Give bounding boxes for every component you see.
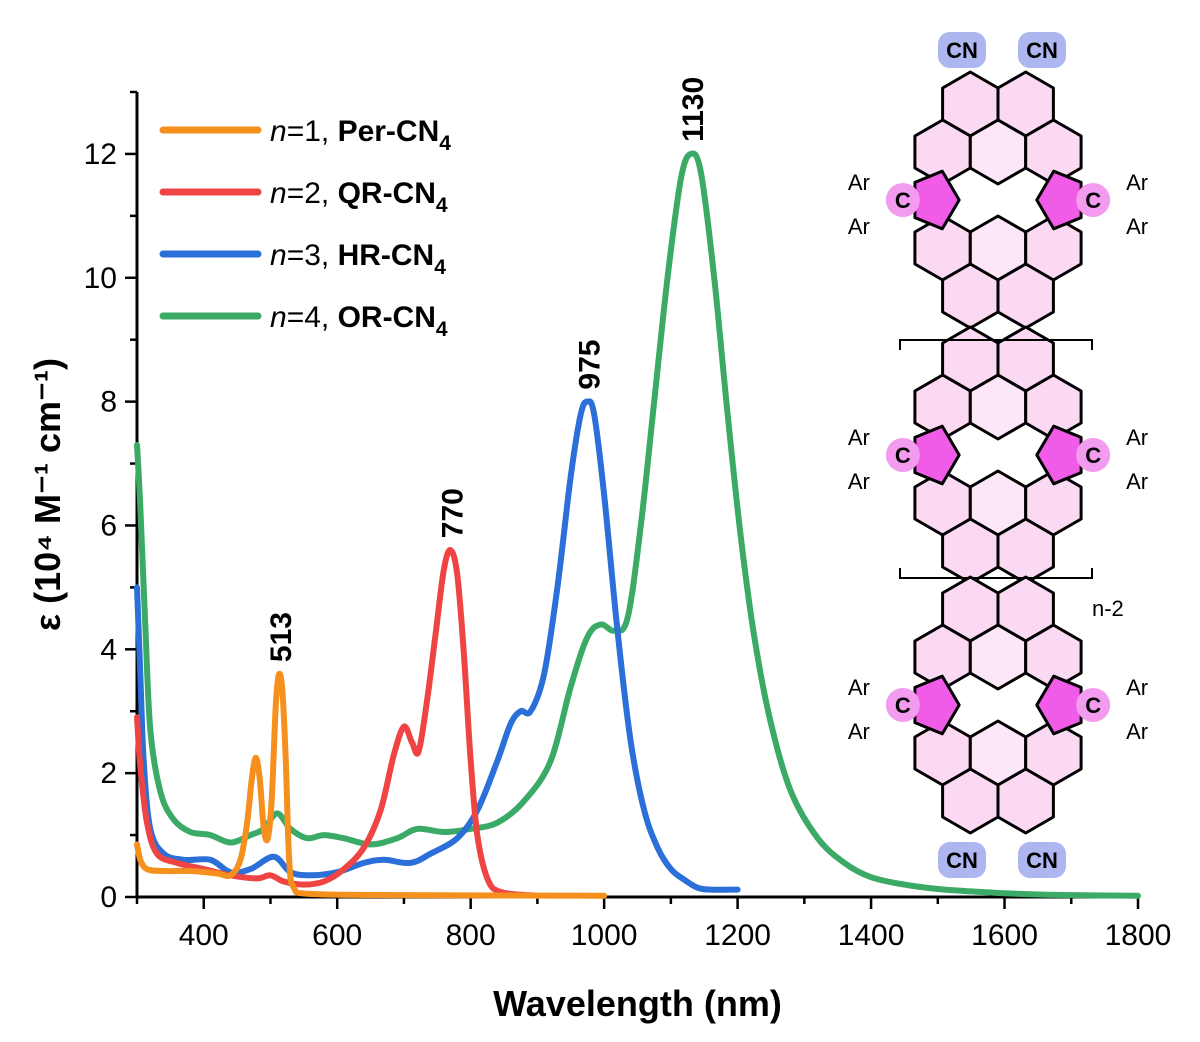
legend-entry: n=2, QR-CN4 [270, 177, 448, 217]
x-tick-label: 1600 [971, 919, 1038, 952]
aryl-label: Ar [848, 170, 870, 195]
series-line-1 [134, 670, 608, 899]
x-tick-label: 1800 [1105, 919, 1172, 952]
cyano-badge [938, 842, 986, 878]
structure-ring [941, 262, 1000, 330]
x-tick-label: 600 [312, 919, 362, 952]
carbon-marker [1076, 438, 1111, 472]
structure-ring [941, 767, 1000, 835]
y-tick-label: 6 [100, 509, 117, 542]
carbon-marker [1076, 183, 1111, 217]
carbon-label: C [895, 443, 911, 468]
aryl-label: Ar [1126, 425, 1148, 450]
legend-entry: n=1, Per-CN4 [270, 115, 451, 155]
legend-entry: n=3, HR-CN4 [270, 239, 446, 279]
carbon-marker [885, 438, 920, 472]
cyano-badge [1018, 842, 1066, 878]
peak-label: 975 [573, 340, 606, 390]
legend-entry: n=4, OR-CN4 [270, 301, 448, 341]
series-line-3 [134, 398, 741, 893]
y-tick-label: 12 [84, 138, 117, 171]
structure-ring [996, 262, 1055, 330]
repeat-bracket [899, 339, 1093, 350]
five-membered-ring [913, 674, 961, 736]
x-tick-label: 1400 [838, 919, 905, 952]
cyano-label: CN [946, 38, 978, 63]
cyano-label: CN [1026, 38, 1058, 63]
structure-ring [941, 517, 1000, 585]
carbon-label: C [1085, 693, 1101, 718]
molecular-structure: C Ar Ar C Ar Ar C Ar Ar C Ar Ar C Ar Ar C Ar Ar n-2 CN CN CN C… [848, 32, 1148, 878]
carbon-label: C [895, 188, 911, 213]
cyano-badge [1018, 32, 1066, 68]
series-line-2 [134, 547, 541, 899]
x-axis-title: Wavelength (nm) [493, 983, 782, 1024]
carbon-label: C [895, 693, 911, 718]
carbon-marker [885, 183, 920, 217]
aryl-label: Ar [1126, 675, 1148, 700]
repeat-bracket [899, 568, 1093, 579]
five-membered-ring [913, 169, 961, 231]
aryl-label: Ar [848, 469, 870, 494]
aryl-label: Ar [848, 719, 870, 744]
five-membered-ring [1035, 424, 1083, 486]
five-membered-ring [1035, 169, 1083, 231]
y-tick-label: 0 [100, 881, 117, 914]
x-tick-label: 1200 [704, 919, 771, 952]
cyano-label: CN [1026, 848, 1058, 873]
aryl-label: Ar [1126, 214, 1148, 239]
structure-ring [968, 623, 1028, 691]
aryl-label: Ar [1126, 719, 1148, 744]
aryl-label: Ar [1126, 170, 1148, 195]
legend: n=1, Per-CN4 n=2, QR-CN4 n=3, HR-CN4 n=4, O… [159, 115, 451, 341]
y-axis-title: ε (10⁴ M⁻¹ cm⁻¹) [27, 358, 68, 631]
y-tick-label: 4 [100, 633, 117, 666]
structure-ring [996, 767, 1055, 835]
repeat-label: n-2 [1092, 596, 1124, 621]
carbon-marker [885, 688, 920, 722]
y-tick-label: 8 [100, 386, 117, 419]
peak-label: 770 [437, 488, 470, 538]
structure-ring [968, 118, 1028, 186]
x-tick-label: 400 [179, 919, 229, 952]
peak-label: 1130 [677, 77, 710, 142]
carbon-label: C [1085, 188, 1101, 213]
peak-label: 513 [265, 612, 298, 662]
aryl-label: Ar [1126, 469, 1148, 494]
series-line-4 [134, 150, 1141, 899]
carbon-label: C [1085, 443, 1101, 468]
aryl-label: Ar [848, 214, 870, 239]
y-tick-label: 10 [84, 262, 117, 295]
five-membered-ring [913, 424, 961, 486]
structure-ring [996, 517, 1055, 585]
aryl-label: Ar [848, 425, 870, 450]
x-tick-label: 800 [446, 919, 496, 952]
structure-ring [968, 373, 1028, 441]
cyano-badge [938, 32, 986, 68]
carbon-marker [1076, 688, 1111, 722]
five-membered-ring [1035, 674, 1083, 736]
x-tick-label: 1000 [571, 919, 638, 952]
plot-area: 400 600 800 1000 1200 1400 1600 1800 0 2 4 6 8 10 12 Wa… [27, 77, 1171, 1024]
cyano-label: CN [946, 848, 978, 873]
aryl-label: Ar [848, 675, 870, 700]
y-tick-label: 2 [100, 757, 117, 790]
